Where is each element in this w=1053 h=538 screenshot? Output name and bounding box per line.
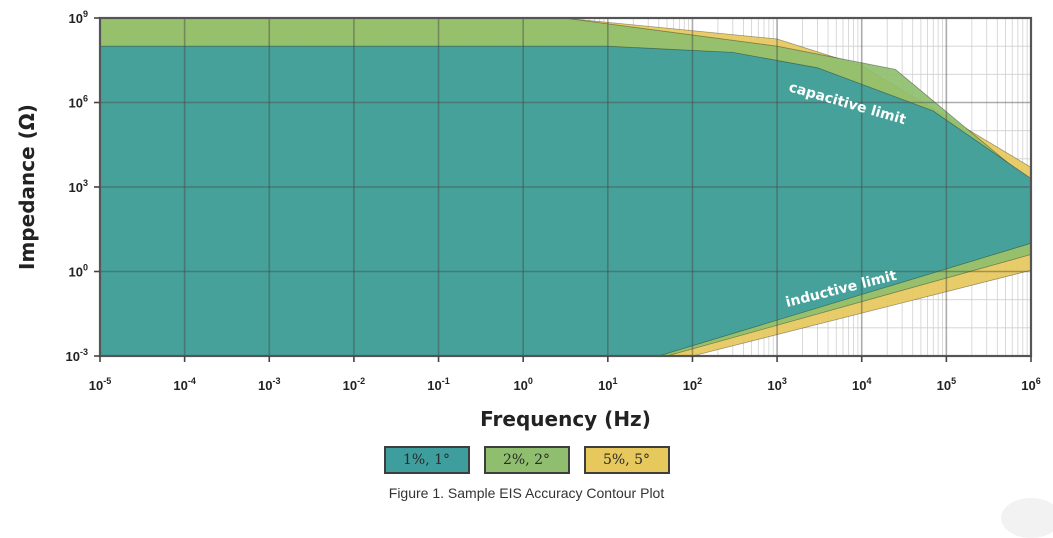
x-tick-label: 10-4 bbox=[173, 376, 195, 393]
x-tick-label: 101 bbox=[598, 376, 617, 393]
y-tick-label: 100 bbox=[69, 263, 88, 280]
legend-item-5pct: 5%, 5° bbox=[584, 446, 670, 474]
y-tick-label: 10-3 bbox=[66, 347, 88, 364]
x-tick-label: 106 bbox=[1021, 376, 1040, 393]
accuracy-contour-chart: 10-5 10-4 10-3 10-2 10-1 100 101 102 103 104 105 10… bbox=[0, 0, 1053, 450]
figure-caption: Figure 1. Sample EIS Accuracy Contour Pl… bbox=[0, 485, 1053, 501]
legend-item-2pct: 2%, 2° bbox=[484, 446, 570, 474]
x-tick-label: 10-2 bbox=[343, 376, 365, 393]
y-tick-label: 109 bbox=[69, 9, 88, 26]
x-tick-label: 10-1 bbox=[427, 376, 449, 393]
legend-item-1pct: 1%, 1° bbox=[384, 446, 470, 474]
x-axis-title: Frequency (Hz) bbox=[480, 407, 651, 431]
x-tick-label: 10-5 bbox=[89, 376, 111, 393]
y-axis-title: Impedance (Ω) bbox=[15, 104, 39, 270]
x-tick-label: 10-3 bbox=[258, 376, 280, 393]
x-tick-label: 100 bbox=[513, 376, 532, 393]
corner-decoration bbox=[1001, 498, 1053, 538]
legend: 1%, 1° 2%, 2° 5%, 5° bbox=[0, 446, 1053, 474]
x-tick-label: 105 bbox=[937, 376, 956, 393]
x-tick-label: 103 bbox=[767, 376, 786, 393]
y-tick-label: 106 bbox=[69, 94, 88, 111]
x-tick-label: 104 bbox=[852, 376, 871, 393]
x-tick-label: 102 bbox=[683, 376, 702, 393]
y-tick-label: 103 bbox=[69, 178, 88, 195]
chart-area: 10-5 10-4 10-3 10-2 10-1 100 101 102 103 104 105 10… bbox=[0, 0, 1053, 450]
